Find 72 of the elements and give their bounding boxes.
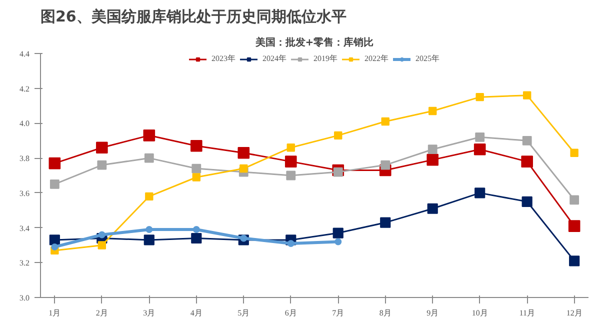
point xyxy=(333,167,343,177)
point xyxy=(144,153,154,163)
y-tick-label: 3.4 xyxy=(20,224,30,233)
y-tick-label: 3.2 xyxy=(20,258,30,268)
point xyxy=(380,160,390,170)
x-tick-label: 12月 xyxy=(566,308,582,318)
x-tick-label: 1月 xyxy=(48,308,61,318)
point xyxy=(96,142,108,154)
y-tick-label: 3.6 xyxy=(20,188,30,198)
y-tick-label: 4.0 xyxy=(20,119,30,128)
legend-label: 2024年 xyxy=(262,53,286,64)
point xyxy=(474,188,486,198)
point xyxy=(286,170,296,180)
point xyxy=(192,226,200,234)
x-tick-label: 6月 xyxy=(284,308,297,318)
point xyxy=(49,234,60,246)
legend-label: 2022年 xyxy=(364,53,388,64)
point xyxy=(284,156,297,168)
x-tick-label: 4月 xyxy=(190,308,202,318)
point xyxy=(569,256,580,266)
y-tick-label: 3.0 xyxy=(20,294,30,302)
point xyxy=(426,154,439,166)
point xyxy=(521,156,533,168)
point xyxy=(522,196,532,207)
y-tick-label: 4.4 xyxy=(20,50,30,58)
legend-label: 2019年 xyxy=(314,53,338,64)
x-tick-label: 2月 xyxy=(96,308,108,318)
x-tick-label: 8月 xyxy=(379,308,392,318)
legend-label: 2025年 xyxy=(416,53,440,64)
point xyxy=(522,136,532,146)
point xyxy=(238,146,250,159)
point xyxy=(97,160,107,170)
point xyxy=(334,131,342,140)
point xyxy=(428,106,437,116)
point xyxy=(570,195,580,205)
point xyxy=(381,117,390,126)
point xyxy=(332,228,344,238)
point xyxy=(286,144,295,152)
point xyxy=(143,130,156,142)
point xyxy=(334,238,342,246)
point xyxy=(51,243,58,250)
point xyxy=(568,220,580,232)
point xyxy=(474,143,486,156)
legend-label: 2023年 xyxy=(212,53,236,64)
point xyxy=(48,157,61,170)
point xyxy=(380,217,391,228)
point xyxy=(146,226,153,234)
point xyxy=(98,241,106,250)
point xyxy=(144,234,154,246)
point xyxy=(192,164,202,174)
point xyxy=(240,164,248,173)
x-tick-label: 5月 xyxy=(238,308,250,318)
point xyxy=(428,144,438,154)
y-tick-label: 4.2 xyxy=(20,84,30,94)
chart-title: 图26、美国纺服库销比处于历史同期低位水平 xyxy=(40,8,346,26)
point xyxy=(192,173,200,182)
x-tick-label: 9月 xyxy=(426,308,439,318)
point xyxy=(145,192,154,201)
x-tick-label: 11月 xyxy=(519,308,535,318)
point xyxy=(570,148,578,157)
chart-subtitle: 美国：批发+零售：库销比 xyxy=(254,36,374,48)
point xyxy=(476,92,484,102)
x-tick-label: 3月 xyxy=(143,308,156,318)
point xyxy=(522,91,532,100)
point xyxy=(191,232,202,244)
y-tick-label: 3.8 xyxy=(20,154,30,164)
x-tick-label: 10月 xyxy=(472,308,488,318)
point xyxy=(190,140,202,152)
point xyxy=(50,180,60,189)
x-tick-label: 7月 xyxy=(332,308,344,318)
point xyxy=(427,203,438,214)
point xyxy=(475,132,485,142)
